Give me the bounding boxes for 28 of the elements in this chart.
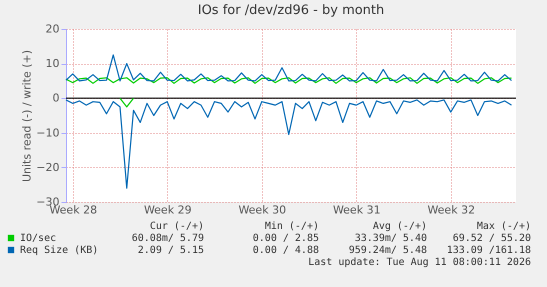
x-tick-label: Week 31 [332, 204, 381, 216]
text: 959.24m/ 5.48 [348, 245, 427, 256]
text: 33.39m/ 5.40 [354, 233, 427, 244]
y-tick-label: −10 [36, 126, 60, 140]
text: 0.00 / 2.85 [252, 233, 319, 244]
text: Last update: Tue Aug 11 08:00:11 2026 [308, 257, 531, 268]
chart-title: IOs for /dev/zd96 - by month [198, 3, 384, 18]
text: 133.09 /161.18 [446, 245, 531, 256]
y-tick-label: 0 [52, 92, 60, 105]
legend-label: Req Size (KB) [20, 245, 98, 256]
text: 69.52 / 55.20 [452, 233, 531, 244]
text: 60.08m/ 5.79 [132, 233, 204, 244]
y-tick-label: 20 [46, 22, 60, 36]
text: 0.00 / 4.88 [252, 245, 319, 256]
text: Min (-/+) [264, 221, 319, 232]
text: Avg (-/+) [372, 221, 427, 232]
text: Cur (-/+) [150, 221, 204, 232]
legend-label: IO/sec [20, 233, 56, 244]
y-tick-label: −20 [36, 160, 60, 174]
y-tick-label: 10 [46, 57, 60, 70]
text: Max (-/+) [476, 221, 531, 232]
y-axis-title: Units read (-) / write (+) [20, 50, 34, 182]
line-series [65, 99, 512, 189]
x-tick-label: Week 29 [144, 204, 192, 216]
line-series [65, 54, 512, 82]
x-tick-label: Week 32 [427, 204, 476, 216]
x-tick-label: Week 30 [238, 204, 286, 216]
text: 2.09 / 5.15 [138, 245, 204, 256]
